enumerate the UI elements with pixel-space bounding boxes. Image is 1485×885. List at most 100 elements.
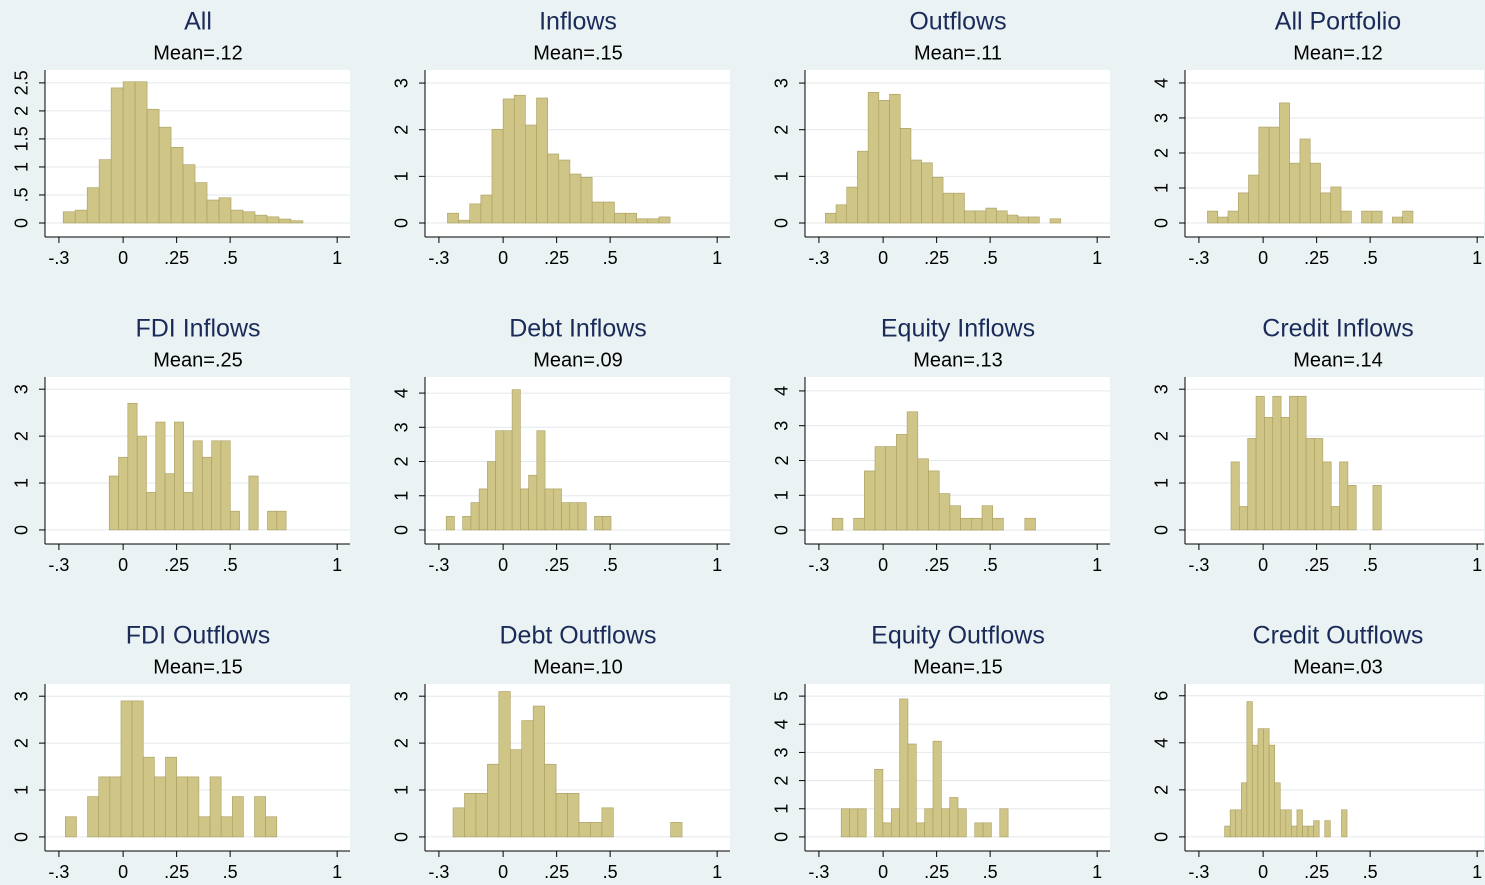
bar xyxy=(890,808,900,838)
bar xyxy=(513,94,526,224)
bar xyxy=(899,698,909,838)
bar xyxy=(495,430,505,531)
bar xyxy=(625,212,637,224)
x-tick-label: 0 xyxy=(498,555,508,575)
bar xyxy=(580,176,593,224)
bar xyxy=(878,100,890,224)
panel: FDI Inflows Mean=.25 0 1 2 3 -.3 0 .25 .5 1 xyxy=(12,315,350,575)
x-tick-label: .25 xyxy=(1304,248,1329,268)
chart-subtitle: Mean=.15 xyxy=(533,42,623,64)
y-tick-label: 4 xyxy=(1152,738,1172,748)
bar xyxy=(1230,461,1240,531)
y-tick-label: 0 xyxy=(772,832,792,842)
bar xyxy=(192,440,203,531)
x-tick-label: -.3 xyxy=(808,248,829,268)
panel: FDI Outflows Mean=.15 0 1 2 3 -.3 0 .25 .5 1 xyxy=(12,622,350,882)
bar xyxy=(1227,210,1239,224)
y-tick-label: 3 xyxy=(772,747,792,757)
bar xyxy=(614,212,626,224)
x-tick-label: .25 xyxy=(924,862,949,882)
x-tick-label: 1 xyxy=(712,862,722,882)
x-tick-label: .5 xyxy=(603,555,618,575)
panel: Inflows Mean=.15 0 1 2 3 -.3 0 .25 .5 1 xyxy=(392,8,730,268)
y-tick-label: 5 xyxy=(772,691,792,701)
bar xyxy=(569,173,582,224)
chart-subtitle: Mean=.14 xyxy=(1293,349,1383,371)
panel: Credit Inflows Mean=.14 0 1 2 3 -.3 0 .25 .5 1 xyxy=(1152,315,1484,575)
y-tick-label: 3 xyxy=(772,421,792,431)
y-tick-label: 1 xyxy=(772,804,792,814)
bar xyxy=(469,203,482,224)
bar xyxy=(248,475,259,531)
bar xyxy=(480,194,493,224)
bar xyxy=(553,488,562,531)
bar xyxy=(220,816,233,838)
bar xyxy=(1255,395,1265,531)
bar xyxy=(202,456,212,531)
bar xyxy=(1340,210,1352,224)
x-tick-label: 0 xyxy=(118,248,128,268)
y-tick-label: 1 xyxy=(772,171,792,181)
bar xyxy=(555,793,568,838)
x-tick-label: .25 xyxy=(1304,862,1329,882)
bar xyxy=(941,808,950,838)
bar xyxy=(470,502,480,531)
x-tick-label: -.3 xyxy=(428,555,449,575)
chart-subtitle: Mean=.10 xyxy=(533,656,623,678)
bar xyxy=(1247,438,1257,531)
bar xyxy=(907,743,917,838)
chart-subtitle: Mean=.15 xyxy=(913,656,1003,678)
y-tick-label: 1 xyxy=(392,491,412,501)
x-tick-label: .25 xyxy=(924,555,949,575)
x-tick-label: 0 xyxy=(498,862,508,882)
bar xyxy=(528,474,538,531)
bar xyxy=(1296,809,1303,838)
bar xyxy=(567,793,580,838)
y-tick-label: 1.5 xyxy=(12,126,32,151)
y-tick-label: 2 xyxy=(772,455,792,465)
bar xyxy=(1297,395,1307,531)
bar xyxy=(1246,701,1253,838)
bar xyxy=(1289,395,1299,531)
bar xyxy=(209,776,222,838)
x-tick-label: -.3 xyxy=(48,248,69,268)
bar xyxy=(487,763,500,838)
bar xyxy=(999,808,1009,838)
bar xyxy=(932,176,944,224)
bar xyxy=(211,440,222,531)
bar xyxy=(1049,218,1062,224)
x-tick-label: .5 xyxy=(983,248,998,268)
chart-title: FDI Outflows xyxy=(126,622,270,650)
bar xyxy=(857,808,867,838)
x-tick-label: .5 xyxy=(603,248,618,268)
x-tick-label: 1 xyxy=(332,248,342,268)
y-tick-label: 0 xyxy=(1152,832,1172,842)
y-tick-label: 2 xyxy=(1152,148,1172,158)
bar xyxy=(917,458,929,531)
bar xyxy=(1279,102,1290,224)
bar xyxy=(182,164,196,224)
bar xyxy=(857,150,869,224)
bar xyxy=(120,700,133,838)
bar xyxy=(146,108,160,224)
bar xyxy=(98,159,112,224)
bar xyxy=(1024,517,1036,531)
bar xyxy=(165,756,177,838)
bar xyxy=(921,162,933,224)
bar xyxy=(220,440,231,531)
bar xyxy=(882,822,892,838)
bar xyxy=(1289,162,1301,224)
y-tick-label: 2 xyxy=(12,106,32,116)
y-tick-label: 2 xyxy=(1152,785,1172,795)
y-tick-label: 0 xyxy=(392,218,412,228)
bar xyxy=(949,797,959,838)
bar xyxy=(964,210,976,224)
bar xyxy=(127,402,138,531)
y-tick-label: 2 xyxy=(772,776,792,786)
bar xyxy=(136,435,147,531)
x-tick-label: -.3 xyxy=(48,862,69,882)
bar xyxy=(276,510,287,531)
x-tick-label: -.3 xyxy=(808,862,829,882)
bar xyxy=(1257,728,1264,838)
